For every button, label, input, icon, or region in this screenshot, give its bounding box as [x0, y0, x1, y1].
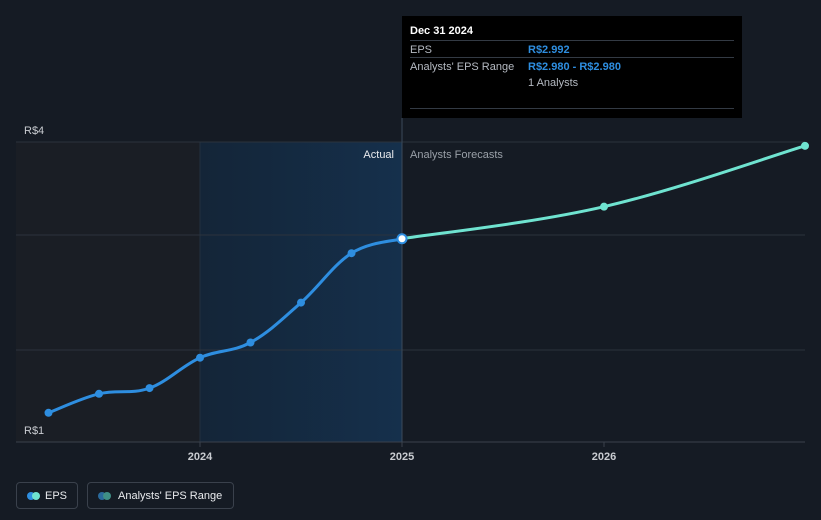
legend-range-label: Analysts' EPS Range: [118, 489, 223, 502]
eps-tooltip: Dec 31 2024 EPS R$2.992 Analysts' EPS Ra…: [402, 16, 742, 118]
x-tick-label-0: 2024: [188, 451, 213, 463]
eps-point-6[interactable]: [347, 249, 356, 258]
eps-legend-icon: [27, 491, 40, 500]
eps-point-2[interactable]: [145, 384, 154, 393]
eps-point-0[interactable]: [44, 408, 53, 417]
tooltip-date: Dec 31 2024: [410, 25, 473, 37]
x-tick-label-1: 2025: [390, 451, 414, 463]
tooltip-eps-label: EPS: [410, 44, 433, 56]
tooltip-divider: [410, 108, 734, 109]
forecast-region-label: Analysts Forecasts: [410, 149, 503, 161]
eps-point-4[interactable]: [246, 338, 255, 347]
y-tick-label-1: R$1: [24, 425, 44, 437]
eps-point-1[interactable]: [95, 389, 103, 398]
eps-point-5[interactable]: [297, 298, 305, 307]
eps-line: [47, 237, 404, 415]
tooltip-eps-value: R$2.992: [528, 44, 570, 56]
tooltip-analysts-count: 1 Analysts: [528, 77, 579, 89]
highlight-region: [200, 142, 402, 442]
legend-analysts-range[interactable]: Analysts' EPS Range: [87, 482, 234, 509]
legend-eps-label: EPS: [44, 489, 67, 502]
x-tick-label-2: 2026: [592, 451, 616, 463]
tooltip-eps-row: EPS R$2.992: [410, 40, 734, 58]
eps-point-7[interactable]: [396, 233, 408, 245]
tooltip-range-label: Analysts' EPS Range: [410, 61, 515, 73]
forecast-point-2[interactable]: [801, 141, 809, 150]
actual-history-region: [16, 142, 200, 442]
eps-point-3[interactable]: [196, 353, 204, 362]
legend-eps[interactable]: EPS: [16, 482, 78, 509]
tooltip-analysts-row: 1 Analysts: [410, 74, 734, 91]
range-legend-icon: [98, 491, 112, 500]
y-tick-label-0: R$4: [24, 125, 44, 137]
forecast-point-1[interactable]: [600, 202, 608, 211]
tooltip-range-value: R$2.980 - R$2.980: [528, 61, 621, 73]
actual-region-label: Actual: [363, 149, 394, 161]
tooltip-range-row: Analysts' EPS Range R$2.980 - R$2.980: [410, 57, 734, 75]
